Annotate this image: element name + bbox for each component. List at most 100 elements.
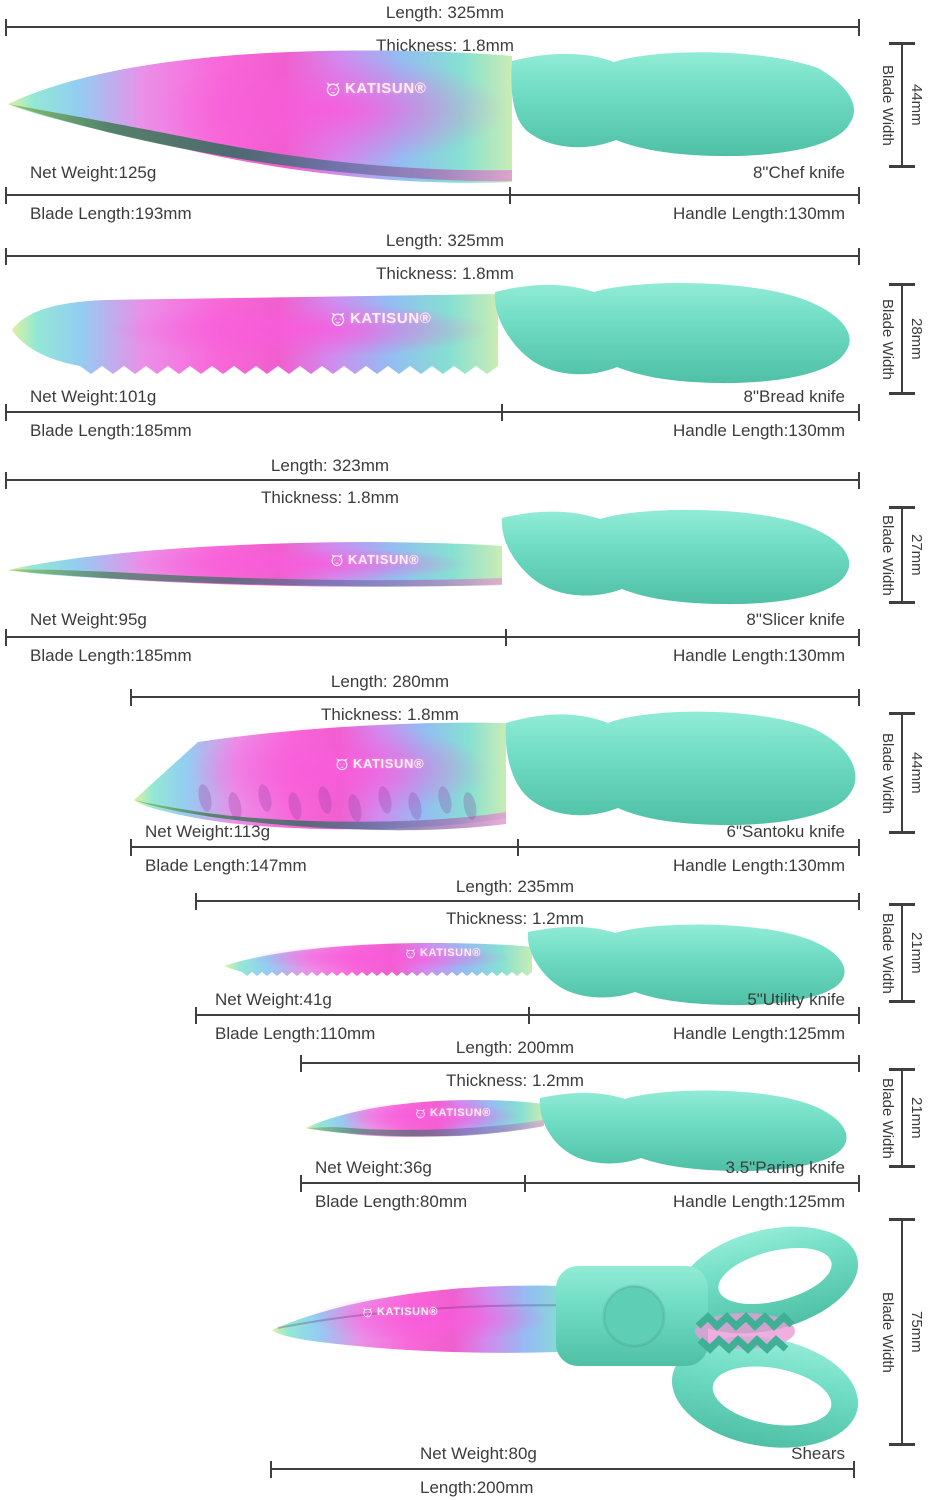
shears-blade-width-line bbox=[889, 1218, 915, 1446]
santoku-blade-length: Blade Length:147mm bbox=[145, 856, 307, 875]
santoku-blade-handle-tick bbox=[516, 839, 519, 856]
tiger-logo-icon bbox=[406, 948, 415, 958]
bread-blade-width-line bbox=[889, 283, 915, 395]
chef-length-line bbox=[5, 19, 860, 36]
chef-blade-width-line bbox=[889, 42, 915, 168]
slicer-net-weight: Net Weight:95g bbox=[30, 610, 147, 629]
paring-thickness-label: Thickness: 1.2mm bbox=[446, 1071, 584, 1090]
utility-blade-width-dimension: Blade Width 21mm bbox=[866, 903, 938, 1003]
shears-net-weight: Net Weight:80g bbox=[420, 1444, 537, 1463]
santoku-knife-image bbox=[134, 711, 856, 831]
santoku-thickness-label: Thickness: 1.8mm bbox=[321, 705, 459, 724]
bread-length-line bbox=[5, 248, 860, 265]
bread-net-weight: Net Weight:101g bbox=[30, 387, 157, 406]
santoku-knife-name: 6"Santoku knife bbox=[726, 822, 845, 841]
utility-bottom-line bbox=[195, 1007, 860, 1024]
chef-net-weight: Net Weight:125g bbox=[30, 163, 157, 182]
bread-knife-name: 8"Bread knife bbox=[743, 387, 846, 406]
slicer-handle-length: Handle Length:130mm bbox=[672, 646, 845, 665]
brand-logo-text: KATISUN® bbox=[420, 947, 481, 959]
tiger-logo-icon bbox=[363, 1307, 372, 1317]
santoku-blade-width-dimension: Blade Width 44mm bbox=[866, 712, 938, 834]
brand-logo-text: KATISUN® bbox=[348, 552, 420, 567]
slicer-blade-length: Blade Length:185mm bbox=[30, 646, 192, 665]
paring-blade-width-label: Blade Width bbox=[879, 1077, 896, 1159]
santoku-blade-width-line bbox=[889, 712, 915, 834]
paring-knife-name: 3.5"Paring knife bbox=[725, 1158, 845, 1177]
utility-blade-width-label: Blade Width bbox=[879, 912, 896, 994]
slicer-knife-name: 8"Slicer knife bbox=[746, 610, 845, 629]
paring-bottom-line bbox=[300, 1175, 860, 1192]
chef-blade-width-value: 44mm bbox=[908, 84, 925, 126]
tiger-logo-icon bbox=[331, 553, 343, 566]
paring-blade-width-dimension: Blade Width 21mm bbox=[866, 1068, 938, 1168]
slicer-bottom-line bbox=[5, 629, 860, 646]
chef-bottom-line bbox=[5, 187, 860, 204]
utility-blade-width-value: 21mm bbox=[908, 932, 925, 974]
santoku-bottom-line bbox=[130, 839, 860, 856]
shears-blade-width-label: Blade Width bbox=[879, 1291, 896, 1373]
santoku-length-label: Length: 280mm bbox=[330, 672, 450, 691]
santoku-handle-length: Handle Length:130mm bbox=[672, 856, 845, 875]
shears-length-label: Length:200mm bbox=[420, 1478, 534, 1497]
slicer-length-line bbox=[5, 472, 860, 489]
santoku-length-line bbox=[130, 689, 860, 706]
bread-length-label: Length: 325mm bbox=[385, 231, 505, 250]
slicer-blade-width-line bbox=[889, 506, 915, 604]
chef-blade-width-dimension: Blade Width 44mm bbox=[866, 42, 938, 168]
brand-logo: KATISUN® bbox=[415, 1107, 491, 1119]
paring-blade-handle-tick bbox=[524, 1175, 526, 1192]
brand-logo: KATISUN® bbox=[325, 80, 426, 97]
slicer-blade-width-label: Blade Width bbox=[879, 514, 896, 596]
brand-logo-text: KATISUN® bbox=[350, 310, 432, 327]
brand-logo-text: KATISUN® bbox=[353, 756, 425, 771]
slicer-thickness-label: Thickness: 1.8mm bbox=[261, 488, 399, 507]
utility-blade-length: Blade Length:110mm bbox=[215, 1024, 376, 1043]
tiger-logo-icon bbox=[331, 312, 345, 326]
paring-handle-length: Handle Length:125mm bbox=[672, 1192, 845, 1211]
bread-blade-width-label: Blade Width bbox=[879, 298, 896, 380]
utility-blade-handle-tick bbox=[527, 1007, 530, 1024]
paring-blade-length: Blade Length:80mm bbox=[315, 1192, 468, 1211]
paring-length-line bbox=[300, 1055, 860, 1072]
shears-blade-width-value: 75mm bbox=[908, 1311, 925, 1353]
chef-blade-length: Blade Length:193mm bbox=[30, 204, 192, 223]
santoku-blade-width-label: Blade Width bbox=[879, 732, 896, 814]
paring-net-weight: Net Weight:36g bbox=[315, 1158, 432, 1177]
brand-logo-text: KATISUN® bbox=[345, 80, 427, 97]
chef-knife-image bbox=[8, 50, 855, 183]
brand-logo-text: KATISUN® bbox=[430, 1107, 491, 1119]
paring-knife-image bbox=[306, 1090, 847, 1172]
paring-length-label: Length: 200mm bbox=[455, 1038, 575, 1057]
chef-knife-name: 8"Chef knife bbox=[752, 163, 845, 182]
chef-length-label: Length: 325mm bbox=[385, 3, 505, 22]
bread-blade-width-dimension: Blade Width 28mm bbox=[866, 283, 938, 395]
shears-blade-width-dimension: Blade Width 75mm bbox=[866, 1218, 938, 1446]
bread-blade-handle-tick bbox=[500, 404, 503, 421]
bread-handle-length: Handle Length:130mm bbox=[672, 421, 845, 440]
utility-net-weight: Net Weight:41g bbox=[215, 990, 332, 1009]
brand-logo-text: KATISUN® bbox=[377, 1306, 438, 1318]
paring-blade-width-line bbox=[889, 1068, 915, 1168]
slicer-blade-width-dimension: Blade Width 27mm bbox=[866, 506, 938, 604]
brand-logo: KATISUN® bbox=[405, 947, 481, 959]
bread-thickness-label: Thickness: 1.8mm bbox=[376, 264, 514, 283]
brand-logo: KATISUN® bbox=[362, 1306, 438, 1318]
utility-thickness-label: Thickness: 1.2mm bbox=[446, 909, 584, 928]
slicer-length-label: Length: 323mm bbox=[270, 456, 390, 475]
tiger-logo-icon bbox=[326, 82, 340, 96]
brand-logo: KATISUN® bbox=[330, 310, 431, 327]
brand-logo: KATISUN® bbox=[335, 756, 424, 771]
utility-length-label: Length: 235mm bbox=[455, 877, 575, 896]
chef-handle-length: Handle Length:130mm bbox=[672, 204, 845, 223]
shears-name: Shears bbox=[791, 1444, 845, 1463]
chef-blade-width-label: Blade Width bbox=[879, 64, 896, 146]
slicer-blade-width-value: 27mm bbox=[908, 534, 925, 576]
santoku-blade-width-value: 44mm bbox=[908, 752, 925, 794]
utility-knife-name: 5"Utility knife bbox=[747, 990, 845, 1009]
utility-knife-image bbox=[224, 924, 845, 1006]
slicer-blade-handle-tick bbox=[505, 629, 508, 646]
paring-blade-width-value: 21mm bbox=[908, 1097, 925, 1139]
bread-knife-image bbox=[12, 282, 850, 384]
